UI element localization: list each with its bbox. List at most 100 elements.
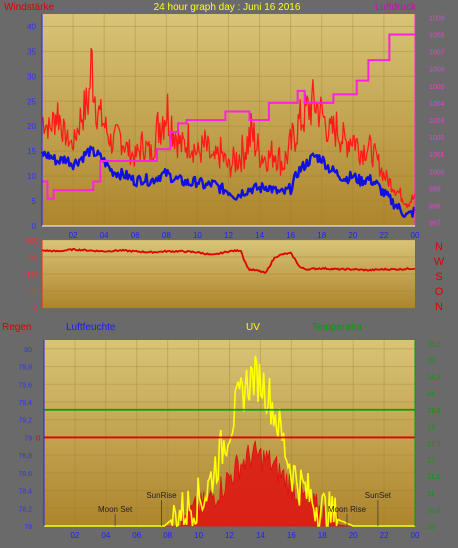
humidity-y-tick: 79,2: [18, 418, 32, 425]
astro-label: Moon Set: [98, 505, 133, 514]
direction-series: [41, 247, 416, 274]
direction-line: [41, 247, 416, 274]
wind-y-tick: 25: [27, 97, 36, 106]
temperature-y-tick: 12,5: [427, 441, 441, 448]
wind-x-tick: 22: [379, 231, 388, 240]
wind-y-tick: 0: [32, 222, 37, 231]
temperature-y-tick: 10,5: [427, 507, 441, 514]
direction-grid: [42, 239, 415, 309]
wind-y-tick: 15: [27, 147, 36, 156]
pressure-y-tick: 1006: [429, 67, 445, 74]
direction-y-tick: 270: [26, 255, 38, 262]
rain-y-tick: 0: [36, 435, 40, 442]
humidity-y-tick: 78,8: [18, 453, 32, 460]
wind-plot-area: [42, 14, 415, 226]
pressure-y-tick: 1005: [429, 84, 445, 91]
uv-label: UV: [246, 322, 260, 333]
wind-x-tick: 08: [162, 231, 171, 240]
humidity-y-tick: 78: [24, 524, 32, 531]
weather-x-tick: 00: [411, 531, 420, 540]
temperature-y-tick: 15,5: [427, 341, 441, 348]
wind-right-label: Luftdruck: [375, 2, 417, 13]
wind-y-tick: 40: [27, 22, 36, 31]
rain-label: Regen: [2, 322, 31, 333]
temperature-label: Temperatur: [312, 322, 363, 333]
weather-x-tick: 08: [163, 531, 172, 540]
wind-tick-labels: 0510152025303540997998999100010011002100…: [27, 15, 445, 240]
pressure-y-tick: 998: [429, 203, 441, 210]
direction-y-tick: 180: [26, 272, 38, 279]
wind-x-tick: 16: [286, 231, 295, 240]
astro-label: SunSet: [365, 491, 392, 500]
weather-x-tick: 18: [318, 531, 327, 540]
compass-label: W: [434, 256, 445, 268]
wind-x-tick: 10: [193, 231, 202, 240]
weather-tick-labels: 78 78,2 78,4 78,6 78,8 79 79,2 79,4 79,6 79,8 80 10…: [18, 341, 440, 540]
weather-x-tick: 10: [194, 531, 203, 540]
pressure-y-tick: 997: [429, 221, 441, 228]
temperature-y-tick: 10: [427, 524, 435, 531]
wind-x-tick: 12: [224, 231, 233, 240]
compass-label: N: [435, 301, 443, 313]
temperature-y-tick: 11: [427, 491, 434, 498]
weather-x-tick: 12: [225, 531, 234, 540]
weather-x-tick: 16: [287, 531, 296, 540]
wind-x-tick: 04: [100, 231, 109, 240]
pressure-y-tick: 1004: [429, 101, 445, 108]
compass-label: N: [435, 241, 443, 253]
weather-x-tick: 20: [349, 531, 358, 540]
wind-y-tick: 5: [32, 197, 37, 206]
wind-x-tick: 06: [131, 231, 140, 240]
direction-tick-labels: 0 90 180 270 360: [26, 238, 38, 313]
direction-y-tick: 0: [34, 306, 38, 313]
wind-x-tick: 02: [69, 231, 78, 240]
humidity-y-tick: 79,6: [18, 382, 32, 389]
temperature-y-tick: 13,5: [427, 408, 441, 415]
wind-chart-title: 24 hour graph day : Juni 16 2016: [154, 2, 301, 13]
weather-x-tick: 22: [380, 531, 389, 540]
pressure-y-tick: 1008: [429, 33, 445, 40]
wind-y-tick: 20: [27, 122, 36, 131]
temperature-y-tick: 11,5: [427, 474, 440, 481]
wind-y-tick: 30: [27, 72, 36, 81]
temperature-y-tick: 14,5: [427, 375, 441, 382]
compass-label: S: [435, 271, 442, 283]
pressure-y-tick: 1009: [429, 15, 445, 22]
wind-x-tick: 18: [317, 231, 326, 240]
weather-x-tick: 02: [70, 531, 79, 540]
wind-x-tick: 00: [411, 231, 420, 240]
humidity-y-tick: 79,8: [18, 365, 32, 372]
humidity-y-tick: 78,4: [18, 489, 32, 496]
humidity-y-tick: 78,6: [18, 471, 32, 478]
astro-label: Moon Rise: [328, 505, 367, 514]
pressure-y-tick: 1003: [429, 118, 445, 125]
temperature-y-tick: 15: [427, 358, 435, 365]
direction-y-tick: 90: [30, 289, 38, 296]
compass-label: O: [435, 286, 444, 298]
weather-x-tick: 04: [101, 531, 110, 540]
temperature-y-tick: 12: [427, 458, 435, 465]
uv-line: [44, 355, 415, 528]
pressure-y-tick: 1002: [429, 135, 445, 142]
wind-panel: 0510152025303540997998999100010011002100…: [4, 2, 445, 240]
weather-x-tick: 14: [256, 531, 265, 540]
pressure-y-tick: 1000: [429, 169, 445, 176]
wind-left-label: Windstärke: [4, 2, 54, 13]
pressure-y-tick: 1001: [429, 152, 445, 159]
wind-x-tick: 14: [255, 231, 264, 240]
weather-x-tick: 06: [132, 531, 141, 540]
astro-annotations: Moon Set SunRise Moon Rise SunSet: [98, 491, 392, 526]
wind-y-tick: 10: [27, 172, 36, 181]
humidity-y-tick: 79: [24, 435, 32, 442]
humidity-y-tick: 80: [24, 347, 32, 354]
wind-gust-line: [41, 47, 416, 209]
wind-series: [40, 33, 417, 218]
humidity-label: Luftfeuchte: [66, 322, 116, 333]
humidity-y-tick: 78,2: [18, 506, 32, 513]
humidity-y-tick: 79,4: [18, 400, 32, 407]
temperature-y-tick: 14: [427, 391, 435, 398]
